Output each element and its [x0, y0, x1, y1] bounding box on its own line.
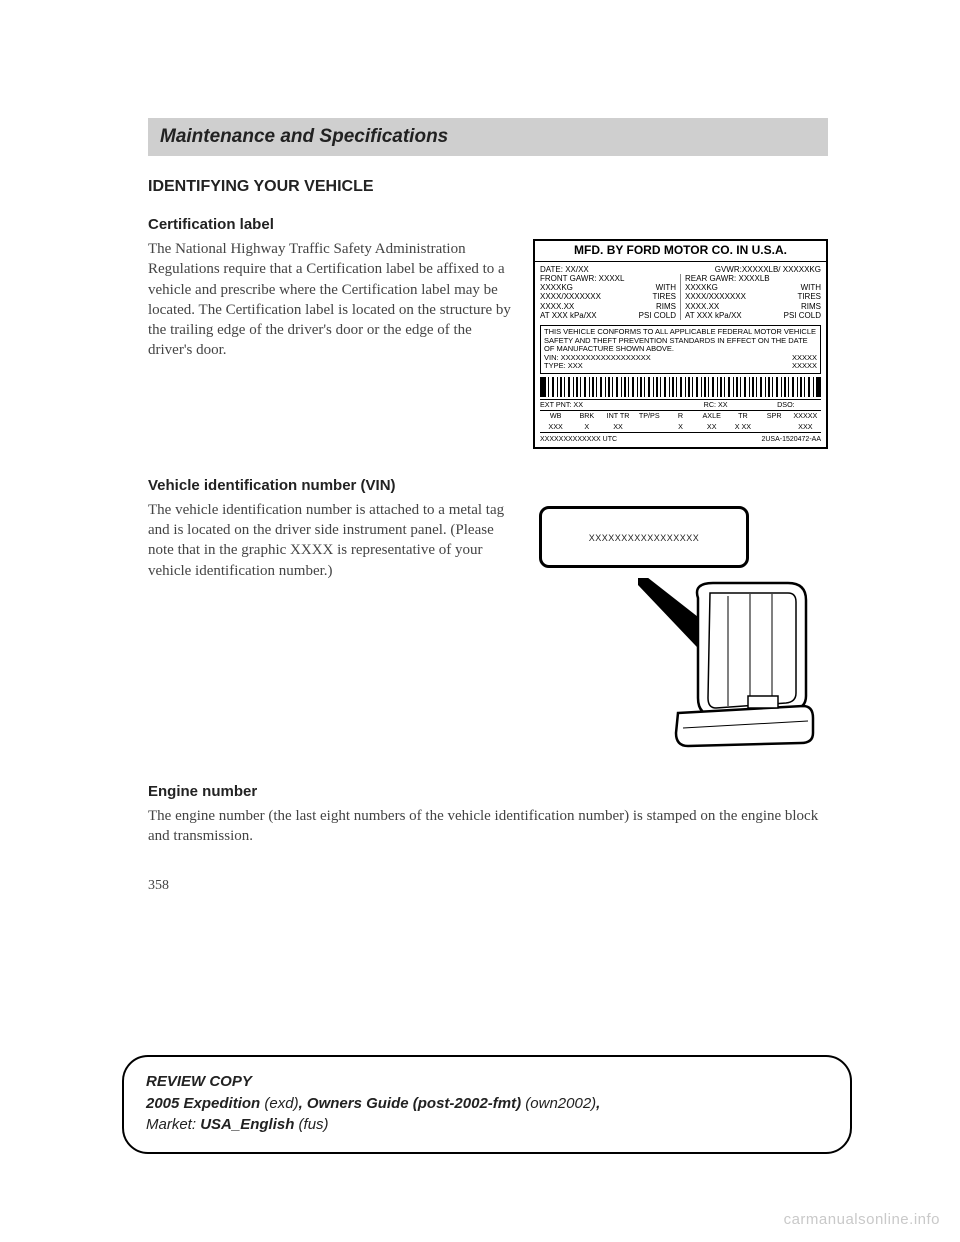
- ct2a: WB: [540, 411, 571, 421]
- ct3c: XX: [602, 422, 633, 432]
- cert-rear-gawr: REAR GAWR: XXXXLB: [685, 274, 821, 283]
- ct3f: X XX: [727, 422, 758, 432]
- cert-table: EXT PNT: XX RC: XX DSO: WB BRK INT TR TP…: [540, 399, 821, 433]
- cert-conform: THIS VEHICLE CONFORMS TO ALL APPLICABLE …: [544, 328, 817, 354]
- ct2f: AXLE: [696, 411, 727, 421]
- review-l2d: Owners Guide (post-2002-fmt): [307, 1095, 521, 1112]
- vin-heading: Vehicle identification number (VIN): [148, 477, 828, 494]
- vin-plate-text: XXXXXXXXXXXXXXXXX: [556, 523, 732, 551]
- cert-mfd: MFD. BY FORD MOTOR CO. IN U.S.A.: [535, 241, 826, 262]
- review-l2e: (own2002): [521, 1095, 596, 1112]
- c-rv1: XXXX.XX: [540, 302, 574, 311]
- ct-rc: RC: XX: [681, 400, 751, 410]
- c-rv2: XXXX.XX: [685, 302, 719, 311]
- cert-body: The National Highway Traffic Safety Admi…: [148, 239, 517, 361]
- review-l3a: Market:: [146, 1116, 200, 1133]
- cert-xxxxx2: XXXXX: [792, 362, 817, 371]
- c-with2: WITH: [801, 283, 821, 292]
- page-header: Maintenance and Specifications: [148, 118, 828, 156]
- c-t2: TIRES: [797, 292, 821, 301]
- ct-dso: DSO:: [751, 400, 821, 410]
- page-number: 358: [148, 878, 828, 894]
- ct2b: BRK: [571, 411, 602, 421]
- c-r2: RIMS: [801, 302, 821, 311]
- ct3a: XXX: [540, 422, 571, 432]
- ct2d: TP/PS: [634, 411, 665, 421]
- cert-label-graphic: MFD. BY FORD MOTOR CO. IN U.S.A. DATE: X…: [533, 239, 828, 449]
- cert-conform-box: THIS VEHICLE CONFORMS TO ALL APPLICABLE …: [540, 325, 821, 374]
- engine-body: The engine number (the last eight number…: [148, 806, 828, 847]
- review-l3b: USA_English: [200, 1116, 294, 1133]
- review-l1: REVIEW COPY: [146, 1073, 252, 1090]
- ct2h: SPR: [759, 411, 790, 421]
- c-tv1: XXXX/XXXXXXX: [540, 292, 601, 301]
- review-l2b: (exd): [260, 1095, 298, 1112]
- cert-foot-l: XXXXXXXXXXXXX UTC: [540, 436, 617, 444]
- c-with1: WITH: [656, 283, 676, 292]
- c-kg2: XXXXKG: [685, 283, 718, 292]
- ct3d: X: [665, 422, 696, 432]
- vin-body: The vehicle identification number is att…: [148, 500, 517, 581]
- c-at1: AT XXX kPa/XX: [540, 311, 597, 320]
- c-p2: PSI COLD: [784, 311, 821, 320]
- ct3g: XXX: [790, 422, 821, 432]
- ct2g: TR: [727, 411, 758, 421]
- review-l2c: ,: [299, 1095, 307, 1112]
- section-title: IDENTIFYING YOUR VEHICLE: [148, 178, 828, 196]
- c-r1: RIMS: [656, 302, 676, 311]
- review-copy-box: REVIEW COPY 2005 Expedition (exd), Owner…: [122, 1055, 852, 1154]
- cert-heading: Certification label: [148, 216, 828, 233]
- c-kg1: XXXXKG: [540, 283, 573, 292]
- ct3e: XX: [696, 422, 727, 432]
- vin-seat-icon: [638, 578, 818, 748]
- cert-front-gawr: FRONT GAWR: XXXXL: [540, 274, 676, 283]
- engine-heading: Engine number: [148, 783, 828, 800]
- ct3b: X: [571, 422, 602, 432]
- cert-type: TYPE: XXX: [544, 362, 583, 371]
- cert-foot-r: 2USA-1520472-AA: [761, 436, 821, 444]
- watermark: carmanualsonline.info: [784, 1211, 940, 1228]
- c-at2: AT XXX kPa/XX: [685, 311, 742, 320]
- cert-gvwr: GVWR:XXXXXLB/ XXXXXKG: [715, 265, 821, 274]
- review-l2f: ,: [596, 1095, 600, 1112]
- review-l3c: (fus): [294, 1116, 328, 1133]
- cert-date: DATE: XX/XX: [540, 265, 589, 274]
- barcode: [540, 377, 821, 397]
- review-l2a: 2005 Expedition: [146, 1095, 260, 1112]
- vin-plate: XXXXXXXXXXXXXXXXX: [539, 506, 749, 568]
- ct2i: XXXXX: [790, 411, 821, 421]
- ct2e: R: [665, 411, 696, 421]
- c-p1: PSI COLD: [639, 311, 676, 320]
- c-t1: TIRES: [652, 292, 676, 301]
- vin-graphic: XXXXXXXXXXXXXXXXX: [533, 500, 828, 755]
- ct2c: INT TR: [602, 411, 633, 421]
- ct-ext: EXT PNT: XX: [540, 400, 681, 410]
- c-tv2: XXXX/XXXXXXX: [685, 292, 746, 301]
